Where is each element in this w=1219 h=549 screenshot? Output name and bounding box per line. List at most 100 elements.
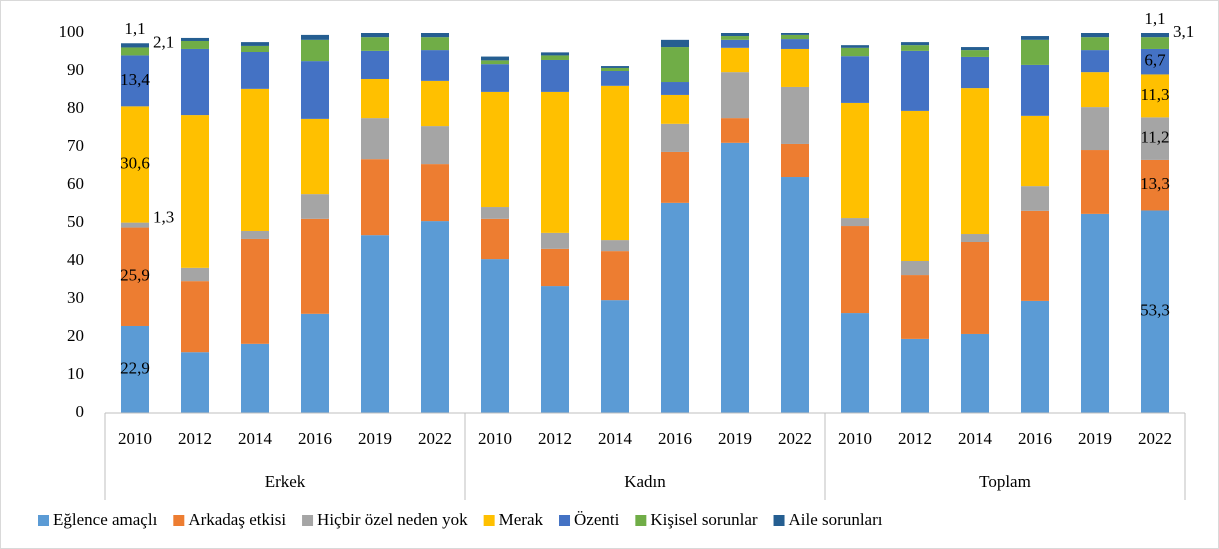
bar-segment xyxy=(361,118,389,160)
bar-segment xyxy=(421,37,449,51)
bar-segment xyxy=(181,352,209,413)
legend-label: Hiçbir özel neden yok xyxy=(317,510,468,529)
legend-label: Merak xyxy=(499,510,544,529)
legend-swatch xyxy=(173,515,185,526)
bar-segment xyxy=(481,259,509,413)
bar-segment xyxy=(361,78,389,119)
bar-segment xyxy=(541,232,569,249)
bar-segment xyxy=(781,33,809,35)
legend-label: Özenti xyxy=(574,510,620,529)
bar-segment xyxy=(961,47,989,51)
bar-segment xyxy=(541,59,569,92)
legend-label: Eğlence amaçlı xyxy=(53,510,158,529)
bar-segment xyxy=(181,37,209,41)
bar-segment xyxy=(241,88,269,231)
bar-segment xyxy=(601,240,629,252)
y-tick-label: 30 xyxy=(67,288,84,307)
bar-segment xyxy=(241,52,269,89)
x-tick-label: 2014 xyxy=(958,429,993,448)
bar-segment xyxy=(1141,74,1169,118)
bar-segment xyxy=(601,71,629,86)
bar-segment xyxy=(1081,33,1109,38)
bar-segment xyxy=(1021,300,1049,413)
y-tick-label: 20 xyxy=(67,326,84,345)
bar-segment xyxy=(1021,36,1049,40)
bar-segment xyxy=(241,42,269,46)
bar-segment xyxy=(961,333,989,413)
bar-segment xyxy=(1141,210,1169,413)
bar-segment xyxy=(121,106,149,223)
legend-label: Kişisel sorunlar xyxy=(650,510,758,529)
bar-segment xyxy=(361,37,389,51)
legend-label: Aile sorunları xyxy=(789,510,883,529)
bar-segment xyxy=(601,67,629,71)
bar-segment xyxy=(1081,107,1109,151)
bar-segment xyxy=(781,143,809,178)
bar-segment xyxy=(661,151,689,203)
bar-segment xyxy=(781,177,809,413)
bar-segment xyxy=(121,43,149,48)
x-tick-label: 2019 xyxy=(358,429,392,448)
y-tick-label: 60 xyxy=(67,174,84,193)
bar-segment xyxy=(301,34,329,40)
bar-segment xyxy=(541,91,569,233)
bar-segment xyxy=(361,50,389,79)
data-label: 1,1 xyxy=(1144,9,1165,28)
data-label: 30,6 xyxy=(120,153,150,172)
bar-segment xyxy=(661,94,689,124)
bar-segment xyxy=(301,118,329,195)
data-label: 22,9 xyxy=(120,358,150,377)
bar-segment xyxy=(1081,150,1109,214)
bar-segment xyxy=(481,207,509,219)
bar-segment xyxy=(421,126,449,165)
bar-segment xyxy=(541,55,569,60)
x-tick-label: 2010 xyxy=(478,429,512,448)
bar-segment xyxy=(1021,186,1049,211)
data-label: 13,3 xyxy=(1140,174,1170,193)
bar-segment xyxy=(1141,48,1169,75)
y-tick-label: 90 xyxy=(67,60,84,79)
data-label: 1,1 xyxy=(124,19,145,38)
x-tick-label: 2022 xyxy=(418,429,452,448)
bar-segment xyxy=(721,142,749,413)
data-label: 11,3 xyxy=(1140,85,1169,104)
bar-segment xyxy=(841,226,869,314)
bar-segment xyxy=(841,102,869,219)
bar-segment xyxy=(961,242,989,334)
bar-segment xyxy=(481,218,509,260)
bar-segment xyxy=(781,86,809,144)
x-tick-label: 2016 xyxy=(658,429,692,448)
bar-segment xyxy=(841,56,869,103)
bar-segment xyxy=(661,123,689,152)
data-label: 13,4 xyxy=(120,70,150,89)
bar-segment xyxy=(181,267,209,282)
bar-segment xyxy=(241,45,269,52)
bar-segment xyxy=(901,338,929,413)
y-tick-label: 0 xyxy=(76,402,85,421)
bar-segment xyxy=(1081,213,1109,413)
bar-segment xyxy=(1081,37,1109,51)
bar-segment xyxy=(721,47,749,73)
bar-segment xyxy=(121,47,149,56)
bar-segment xyxy=(481,56,509,61)
y-tick-label: 70 xyxy=(67,136,84,155)
bar-segment xyxy=(361,235,389,413)
x-tick-label: 2012 xyxy=(898,429,932,448)
bar-segment xyxy=(721,72,749,119)
bar-segment xyxy=(901,275,929,339)
bar-segment xyxy=(661,202,689,413)
bar-segment xyxy=(181,115,209,268)
bar-segment xyxy=(421,50,449,81)
bar-segment xyxy=(421,33,449,38)
bar-segment xyxy=(901,42,929,46)
data-label: 6,7 xyxy=(1144,51,1166,70)
bar-segment xyxy=(1021,210,1049,301)
bar-segment xyxy=(181,48,209,116)
bar-segment xyxy=(481,91,509,208)
bar-segment xyxy=(1021,39,1049,65)
bar-segment xyxy=(901,261,929,276)
bar-segment xyxy=(241,238,269,344)
bar-segment xyxy=(721,36,749,40)
bar-segment xyxy=(121,227,149,326)
bar-segment xyxy=(721,118,749,143)
